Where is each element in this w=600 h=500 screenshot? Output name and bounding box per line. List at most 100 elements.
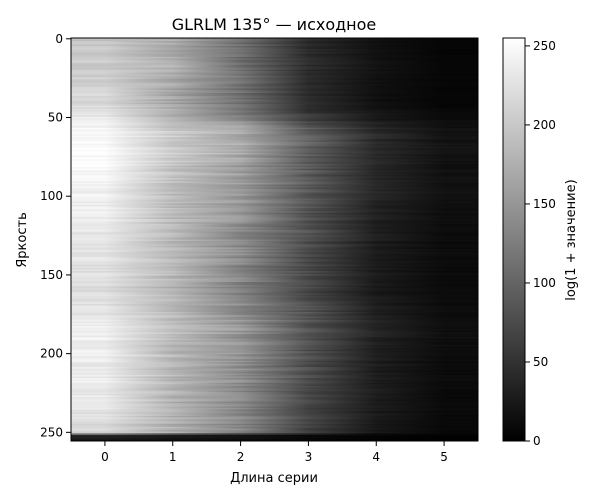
heatmap-row (71, 185, 478, 189)
heatmap-row (71, 123, 478, 126)
heatmap-row (71, 319, 478, 322)
heatmap-row (71, 49, 478, 52)
heatmap-row (71, 431, 478, 434)
heatmap-row (71, 72, 478, 75)
heatmap-row (71, 102, 478, 105)
heatmap-row (71, 174, 478, 178)
colorbar (502, 37, 526, 442)
colorbar-label: log(1 + значение) (564, 179, 579, 300)
heatmap-row (71, 389, 478, 392)
heatmap-row (71, 157, 478, 160)
heatmap-row (71, 189, 478, 192)
heatmap-row (71, 130, 478, 133)
heatmap-row (71, 63, 478, 66)
chart-title: GLRLM 135° — исходное (172, 15, 377, 34)
y-tick-label: 150 (40, 268, 63, 282)
heatmap-row (71, 371, 478, 374)
heatmap-row (71, 285, 478, 288)
heatmap-row (71, 195, 478, 198)
colorbar-tick-label: 150 (533, 197, 556, 211)
heatmap-row (71, 308, 478, 311)
heatmap-row (71, 250, 478, 253)
heatmap-row (71, 291, 478, 294)
heatmap-row (71, 367, 478, 370)
heatmap-row (71, 50, 478, 53)
heatmap-row (71, 267, 478, 270)
y-tick-label: 100 (40, 189, 63, 203)
heatmap-row (71, 269, 478, 272)
heatmap-row (71, 352, 478, 355)
heatmap-row (71, 214, 478, 217)
heatmap-row (71, 264, 478, 267)
heatmap-row (71, 69, 478, 72)
heatmap-row (71, 280, 478, 283)
heatmap-row (71, 67, 478, 70)
heatmap-row (71, 337, 478, 340)
heatmap-row (71, 406, 478, 409)
heatmap-row (71, 149, 478, 152)
heatmap-row (71, 382, 478, 385)
heatmap-row (71, 403, 478, 406)
heatmap-row (71, 110, 478, 113)
x-tick-label: 2 (237, 450, 245, 464)
heatmap-row (71, 77, 478, 80)
heatmap-row (71, 192, 478, 195)
heatmap-row (71, 266, 478, 269)
heatmap-row (71, 116, 478, 119)
heatmap-row (71, 418, 478, 422)
heatmap-row (71, 178, 478, 181)
heatmap-row (71, 146, 478, 149)
heatmap-row (71, 384, 478, 387)
heatmap-row (71, 148, 478, 151)
heatmap-row (71, 318, 478, 321)
heatmap-row (71, 275, 478, 278)
heatmap-row (71, 340, 478, 343)
colorbar-tick-label: 250 (533, 39, 556, 53)
heatmap-row (71, 297, 478, 300)
heatmap-row (71, 370, 478, 373)
heatmap-row (71, 135, 478, 138)
heatmap-row (71, 94, 478, 97)
heatmap-row (71, 307, 478, 310)
heatmap-row (71, 274, 478, 277)
heatmap-row (71, 272, 478, 275)
heatmap-row (71, 236, 478, 239)
heatmap-row (71, 412, 478, 415)
colorbar-tick-label: 200 (533, 118, 556, 132)
heatmap-row (71, 422, 478, 425)
heatmap-row (71, 304, 478, 307)
heatmap-row (71, 333, 478, 337)
heatmap-row (71, 296, 478, 299)
x-axis-ticks: 0 1 2 3 4 5 (101, 441, 448, 464)
heatmap-row (71, 129, 478, 132)
heatmap-row (71, 360, 478, 363)
heatmap-row (71, 417, 478, 420)
heatmap-row (71, 233, 478, 236)
heatmap-row (71, 324, 478, 327)
heatmap-row (71, 253, 478, 256)
heatmap-row (71, 170, 478, 173)
heatmap-row (71, 187, 478, 190)
heatmap-row (71, 124, 478, 127)
heatmap-row (71, 321, 478, 324)
heatmap-row (71, 173, 478, 176)
heatmap-row (71, 378, 478, 381)
heatmap-row (71, 327, 478, 330)
colorbar-ticks: 0 50 100 150 200 250 (525, 39, 556, 448)
heatmap-row (71, 66, 478, 69)
heatmap-row (71, 288, 478, 291)
heatmap-row (71, 47, 478, 50)
heatmap-row (71, 277, 478, 280)
heatmap-row (71, 255, 478, 258)
heatmap-row (71, 200, 478, 203)
heatmap-row (71, 322, 478, 326)
heatmap-row (71, 60, 478, 63)
heatmap-row (71, 113, 478, 116)
y-tick-label: 0 (55, 32, 63, 46)
heatmap-row (71, 225, 478, 228)
colorbar-tick-label: 0 (533, 434, 541, 448)
heatmap-row (71, 222, 478, 225)
heatmap-row (71, 108, 478, 111)
heatmap-row (71, 248, 478, 252)
heatmap-row (71, 329, 478, 332)
